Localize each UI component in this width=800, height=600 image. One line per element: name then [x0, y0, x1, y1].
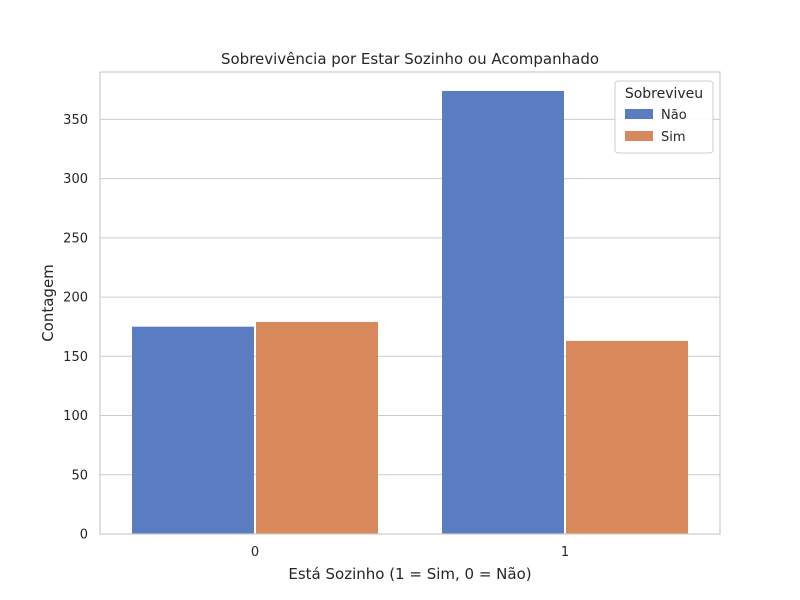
legend: Sobreviveu Não Sim: [614, 80, 714, 154]
legend-title: Sobreviveu: [625, 86, 703, 102]
legend-swatch-nao: [625, 109, 653, 119]
x-tick-label: 0: [251, 545, 259, 560]
plot-frame: [99, 71, 721, 535]
legend-label-sim: Sim: [661, 130, 686, 145]
legend-label-nao: Não: [661, 108, 687, 123]
y-tick-label: 150: [63, 350, 88, 365]
bar-sim-1: [566, 340, 688, 534]
y-tick-label: 100: [63, 409, 88, 424]
y-tick-label: 0: [80, 528, 88, 543]
y-tick-label: 300: [63, 172, 88, 187]
x-axis-label: Está Sozinho (1 = Sim, 0 = Não): [288, 565, 531, 583]
x-tick-label: 1: [561, 545, 569, 560]
bar-nao-0: [132, 326, 254, 534]
legend-swatch-sim: [625, 131, 653, 141]
chart-title: Sobrevivência por Estar Sozinho ou Acomp…: [221, 50, 599, 68]
y-axis-label: Contagem: [39, 264, 57, 342]
y-tick-label: 350: [63, 113, 88, 128]
bar-sim-0: [256, 321, 378, 534]
y-tick-label: 250: [63, 231, 88, 246]
bar-nao-1: [442, 90, 564, 534]
y-tick-label: 50: [71, 468, 88, 483]
bars: [132, 90, 688, 534]
y-tick-label: 200: [63, 291, 88, 306]
y-tick-labels: 0 50 100 150 200 250 300 350: [63, 113, 88, 543]
